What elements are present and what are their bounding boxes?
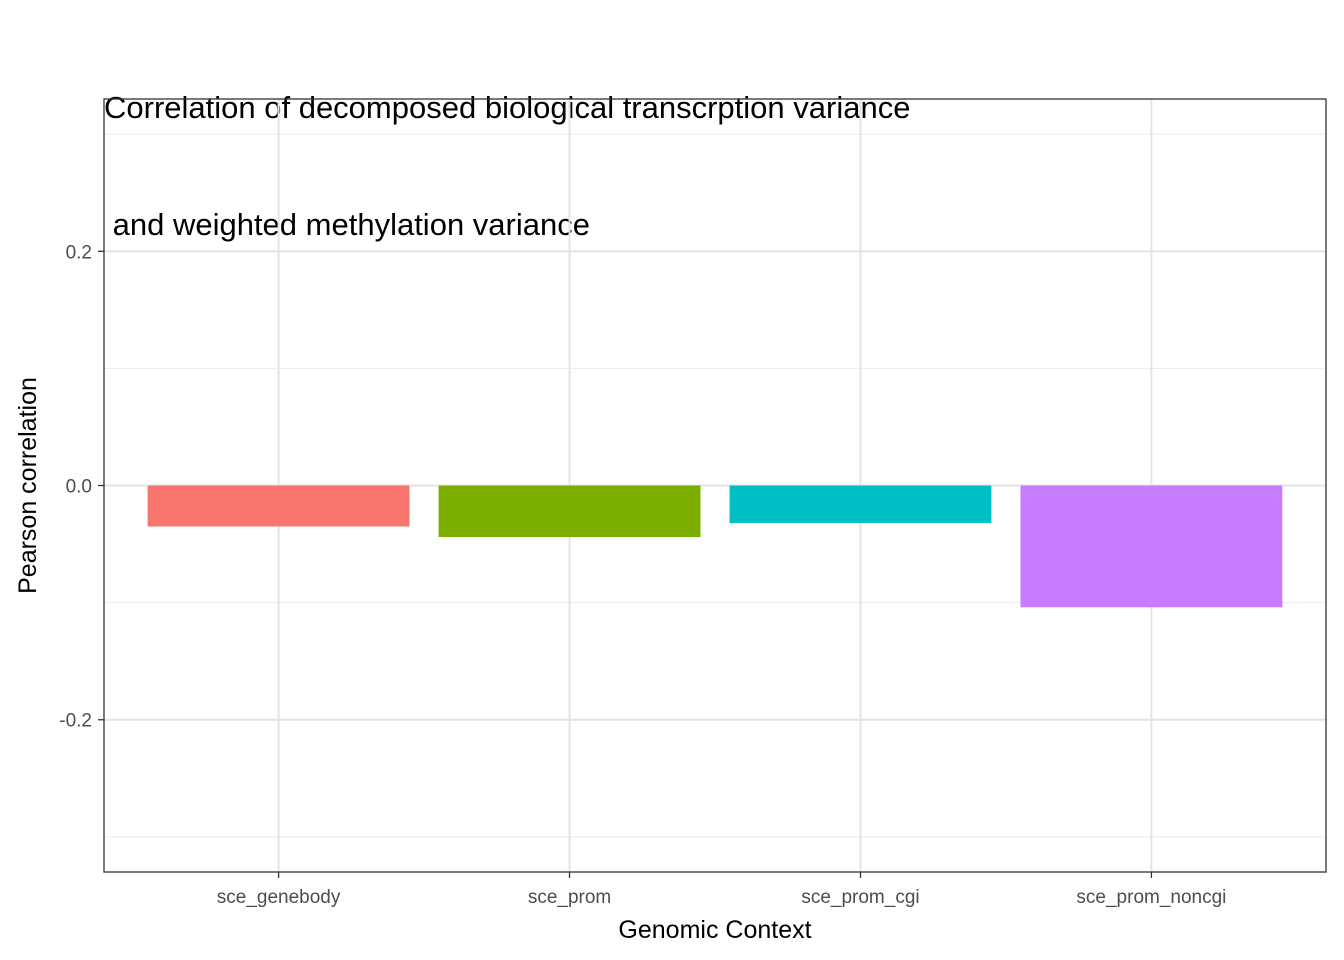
minor-gridlines [104,133,1326,838]
y-tick-label: 0.0 [66,477,92,498]
bar-sce_prom_cgi [729,485,992,523]
chart-title-line-1: Correlation of decomposed biological tra… [104,90,911,125]
x-axis: sce_genebody sce_prom sce_prom_cgi sce_prom… [217,872,1226,908]
y-tick-label: 0.2 [66,242,92,263]
bar-sce_genebody [147,485,410,527]
chart-title: Correlation of decomposed biological tra… [104,10,910,283]
chart-title-line-2: and weighted methylation variance [104,207,590,242]
bar-sce_prom_noncgi [1020,485,1283,608]
y-axis: -0.2 0.0 0.2 [59,242,104,732]
y-tick-label: -0.2 [59,711,92,732]
x-tick-label: sce_prom [528,887,611,908]
y-axis-title: Pearson correlation [14,377,42,594]
bars [147,485,1283,608]
x-tick-label: sce_prom_cgi [801,887,919,908]
x-tick-label: sce_genebody [217,887,341,908]
bar-sce_prom [438,485,701,538]
x-tick-label: sce_prom_noncgi [1076,887,1226,908]
x-axis-title: Genomic Context [618,916,811,944]
